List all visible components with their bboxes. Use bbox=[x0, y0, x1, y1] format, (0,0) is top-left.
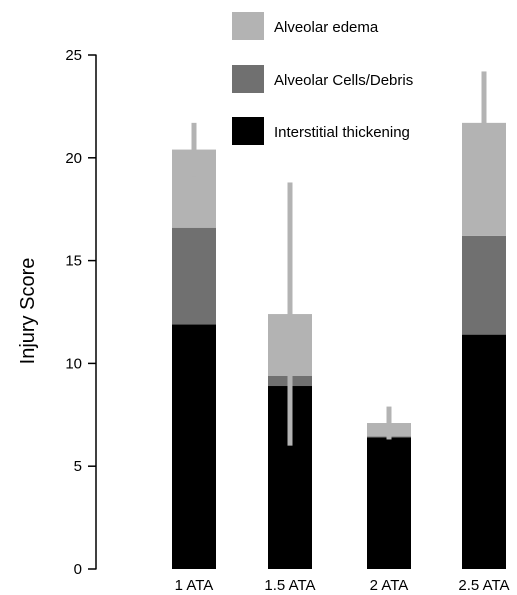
bar-segment bbox=[172, 324, 216, 569]
x-category-label: 2.5 ATA bbox=[458, 577, 509, 594]
legend: Alveolar edema Alveolar Cells/Debris Inter… bbox=[232, 12, 413, 145]
x-category-label: 1 ATA bbox=[175, 577, 214, 594]
legend-label: Alveolar edema bbox=[274, 19, 379, 36]
error-bar bbox=[386, 406, 392, 440]
legend-label: Interstitial thickening bbox=[274, 124, 410, 141]
error-bars-layer bbox=[191, 71, 487, 446]
y-tick-label: 0 bbox=[74, 561, 82, 578]
y-tick-label: 25 bbox=[65, 47, 82, 64]
y-tick-label: 5 bbox=[74, 458, 82, 475]
legend-swatch bbox=[232, 12, 264, 40]
legend-swatch bbox=[232, 65, 264, 93]
y-tick-label: 20 bbox=[65, 150, 82, 167]
error-bar bbox=[287, 182, 293, 446]
legend-swatch bbox=[232, 117, 264, 145]
bar-segment bbox=[172, 227, 216, 325]
bar-segment bbox=[462, 235, 506, 335]
y-tick-label: 10 bbox=[65, 355, 82, 372]
legend-label: Alveolar Cells/Debris bbox=[274, 72, 413, 89]
axis-layer: 0 5 10 15 20 25 bbox=[65, 47, 97, 578]
x-category-label: 2 ATA bbox=[370, 577, 409, 594]
bar-segment bbox=[367, 437, 411, 569]
error-bar bbox=[191, 122, 197, 177]
error-bar bbox=[481, 71, 487, 173]
bar-segment bbox=[462, 334, 506, 569]
y-axis-title: Injury Score bbox=[17, 258, 39, 365]
y-tick-label: 15 bbox=[65, 253, 82, 270]
bars-layer: 1 ATA 1.5 ATA 2 ATA 2.5 ATA bbox=[172, 122, 510, 594]
x-category-label: 1.5 ATA bbox=[264, 577, 315, 594]
